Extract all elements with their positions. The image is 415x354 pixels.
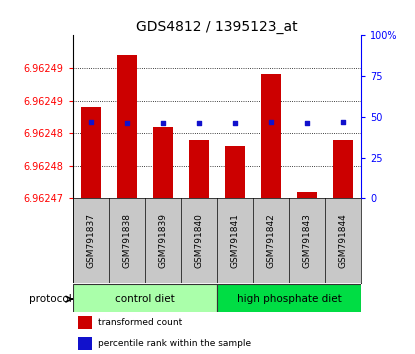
Bar	[81, 107, 100, 198]
Title: GDS4812 / 1395123_at: GDS4812 / 1395123_at	[136, 21, 298, 34]
Bar	[78, 316, 92, 329]
Point	[123, 120, 130, 126]
Point	[195, 120, 202, 126]
Bar	[78, 337, 92, 350]
Text: GSM791837: GSM791837	[86, 213, 95, 268]
Point	[232, 120, 238, 126]
Bar	[225, 146, 245, 198]
Bar	[153, 127, 173, 198]
Bar	[297, 192, 317, 198]
Bar	[73, 284, 217, 314]
Point	[340, 119, 347, 125]
Text: GSM791840: GSM791840	[194, 213, 203, 268]
Text: GSM791844: GSM791844	[339, 213, 347, 268]
Point	[268, 119, 274, 125]
Point	[304, 120, 310, 126]
Text: GSM791842: GSM791842	[266, 213, 276, 268]
Text: protocol: protocol	[29, 294, 72, 304]
Bar	[189, 139, 209, 198]
Bar	[217, 284, 361, 314]
Text: GSM791838: GSM791838	[122, 213, 131, 268]
Text: GSM791841: GSM791841	[230, 213, 239, 268]
Bar	[333, 139, 353, 198]
Text: percentile rank within the sample: percentile rank within the sample	[98, 339, 251, 348]
Bar	[117, 55, 137, 198]
Text: high phosphate diet: high phosphate diet	[237, 294, 341, 304]
Point	[159, 120, 166, 126]
Bar	[261, 74, 281, 198]
Text: GSM791843: GSM791843	[303, 213, 312, 268]
Text: GSM791839: GSM791839	[158, 213, 167, 268]
Text: control diet: control diet	[115, 294, 175, 304]
Point	[87, 119, 94, 125]
Text: transformed count: transformed count	[98, 318, 182, 327]
